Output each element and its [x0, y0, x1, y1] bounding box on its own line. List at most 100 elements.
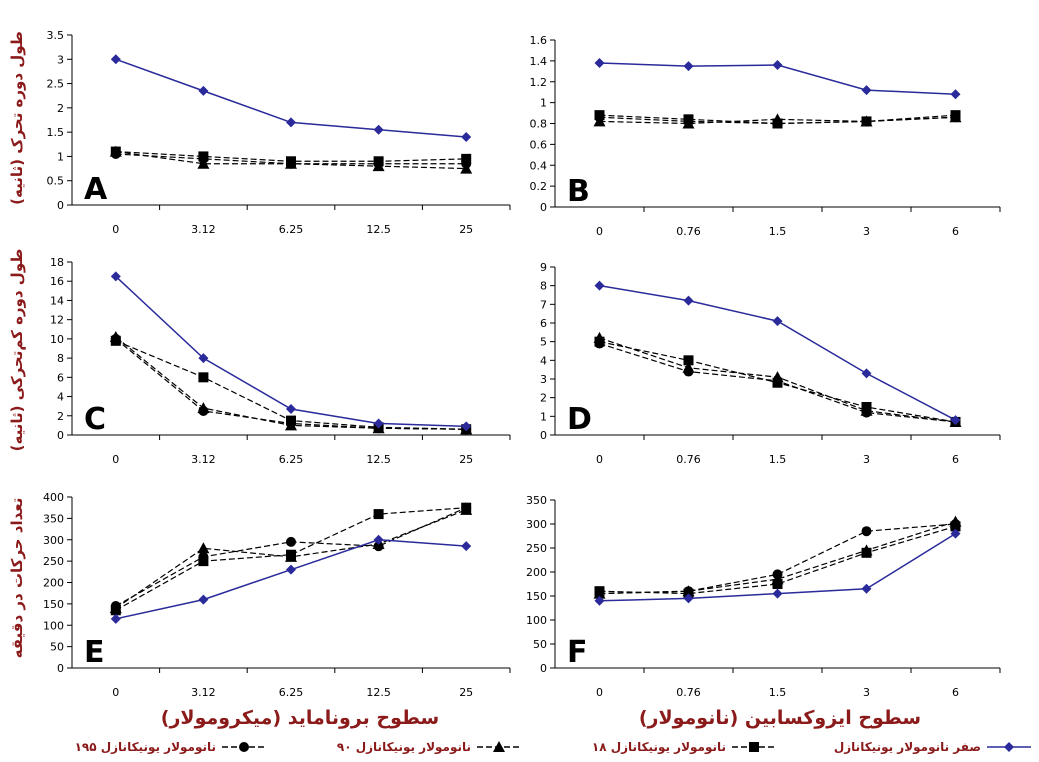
y-tick-label: 1.5 — [47, 126, 65, 139]
point-square — [950, 110, 961, 121]
y-tick-label: 0.6 — [530, 138, 548, 151]
point-diamond — [950, 528, 961, 539]
legend-item-circle: ۱۹۵ نانومولار یونیکانازل — [75, 740, 266, 755]
point-diamond — [772, 60, 783, 71]
point-diamond — [594, 595, 605, 606]
x-tick-label: 6 — [952, 686, 959, 699]
point-square — [198, 556, 209, 567]
y-tick-label: 6 — [540, 317, 547, 330]
y-tick-label: 8 — [540, 280, 547, 293]
y-tick-label: 250 — [526, 542, 547, 555]
y-tick-label: 0 — [57, 429, 64, 442]
panel-letter: C — [84, 402, 106, 437]
point-square — [198, 151, 209, 162]
y-tick-label: 50 — [533, 638, 547, 651]
y-tick-label: 150 — [526, 590, 547, 603]
point-square — [286, 549, 296, 560]
legend-marker-diamond-icon — [1004, 742, 1014, 752]
point-square — [772, 118, 783, 129]
point-diamond — [461, 541, 472, 552]
panel-b: 0 0.2 0.4 0.6 0.8 1 1.2 1.4 1.6 0 0.76 1.5 3 6 B — [530, 34, 1001, 238]
x-tick-label: 3 — [863, 453, 870, 466]
y-tick-label: 9 — [540, 261, 547, 274]
point-diamond — [286, 564, 296, 575]
point-circle — [286, 536, 296, 547]
xlabel-right: سطوح ایزوکسابین (نانومولار) — [639, 707, 921, 729]
y-tick-label: 350 — [526, 494, 547, 507]
y-tick-label: 0.5 — [47, 175, 65, 188]
y-tick-label: 1 — [57, 150, 64, 163]
x-tick-label: 0 — [112, 686, 119, 699]
legend-item-triangle: ۹۰ نانومولار یونیکانازل — [337, 740, 521, 755]
point-diamond — [683, 593, 694, 604]
y-tick-label: 350 — [43, 512, 64, 525]
y-tick-label: 16 — [50, 275, 64, 288]
series-line-square — [599, 114, 956, 125]
series-line-circle — [599, 116, 956, 125]
y-tick-label: 0.2 — [530, 180, 548, 193]
x-tick-label: 0 — [596, 686, 603, 699]
point-diamond — [110, 54, 121, 65]
x-tick-label: 0.76 — [676, 686, 701, 699]
point-triangle — [197, 157, 210, 169]
x-tick-label: 0.76 — [676, 225, 701, 238]
y-tick-label: 100 — [43, 619, 64, 632]
point-diamond — [110, 613, 121, 624]
y-tick-label: 200 — [526, 566, 547, 579]
panels-group: 00.511.522.533.50 3.12 6.25 12.5 25A00.20.40… — [43, 29, 1001, 699]
point-diamond — [950, 415, 961, 426]
point-diamond — [373, 418, 384, 429]
x-tick-label: 1.5 — [769, 225, 787, 238]
x-tick-label: 1.5 — [769, 453, 787, 466]
x-tick-label: 12.5 — [366, 223, 391, 236]
y-tick-label: 10 — [50, 333, 64, 346]
legend-label: ۱۸ نانومولار یونیکانازل — [592, 740, 726, 755]
y-tick-label: 100 — [526, 614, 547, 627]
point-square — [110, 146, 121, 157]
point-square — [594, 336, 605, 347]
x-tick-label: 12.5 — [366, 686, 391, 699]
y-tick-label: 1.2 — [530, 76, 548, 89]
series-line-square — [599, 525, 956, 595]
x-tick-label: 3.12 — [191, 453, 216, 466]
y-tick-label: 12 — [50, 314, 64, 327]
x-tick-label: 3.12 — [191, 223, 216, 236]
legend-label: ۹۰ نانومولار یونیکانازل — [337, 740, 471, 755]
y-tick-label: 2.5 — [47, 78, 65, 91]
y-tick-label: 300 — [526, 518, 547, 531]
point-diamond — [110, 271, 121, 282]
x-tick-label: 3 — [863, 225, 870, 238]
x-tick-label: 0 — [596, 453, 603, 466]
point-diamond — [461, 421, 472, 432]
x-tick-label: 0.76 — [676, 453, 701, 466]
y-tick-label: 3 — [57, 53, 64, 66]
point-square — [373, 509, 384, 520]
x-tick-label: 25 — [459, 686, 473, 699]
point-square — [461, 153, 472, 164]
point-square — [683, 355, 694, 366]
point-triangle — [593, 115, 606, 127]
panel-letter: E — [84, 635, 105, 670]
point-diamond — [950, 89, 961, 100]
point-diamond — [772, 588, 783, 599]
x-tick-label: 3.12 — [191, 686, 216, 699]
legend-marker-triangle-icon — [493, 741, 505, 752]
legend-marker-circle-icon — [239, 742, 249, 752]
point-square — [198, 372, 209, 383]
panel-letter: F — [567, 635, 588, 670]
y-tick-label: 8 — [57, 352, 64, 365]
ylabel-top: طول دوره تحرک (ثانیه) — [8, 31, 26, 205]
y-tick-label: 7 — [540, 298, 547, 311]
y-tick-label: 0 — [540, 201, 547, 214]
y-tick-label: 0 — [57, 662, 64, 675]
y-tick-label: 300 — [43, 534, 64, 547]
point-square — [594, 110, 605, 121]
x-tick-label: 6 — [952, 453, 959, 466]
x-tick-label: 3 — [863, 686, 870, 699]
series-line-diamond — [115, 275, 467, 428]
point-triangle — [682, 361, 695, 373]
y-tick-label: 14 — [50, 294, 64, 307]
legend-item-diamond: صفر نانومولار یونیکانازل — [834, 740, 1031, 755]
x-tick-label: 1.5 — [769, 686, 787, 699]
panel-letter: D — [567, 402, 592, 437]
